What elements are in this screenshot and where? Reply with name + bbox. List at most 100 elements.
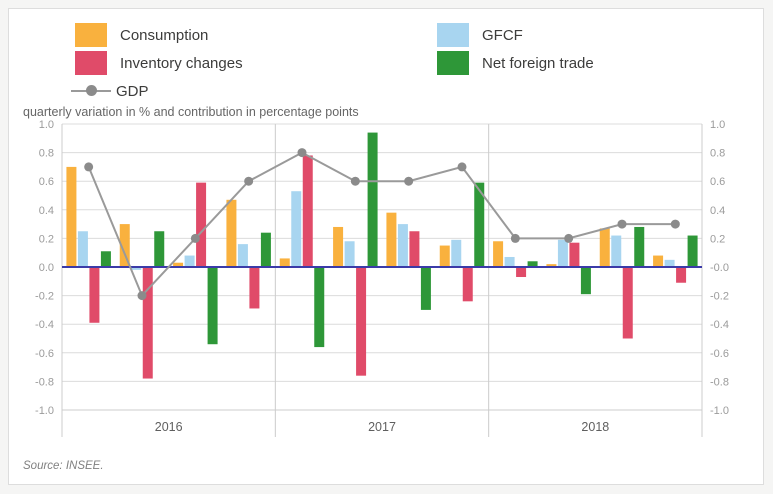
gfcf-swatch-icon [437,23,469,47]
bar-gfcf[interactable] [557,239,568,267]
y-tick-label-right: -0.6 [710,348,729,360]
bar-consumption[interactable] [119,224,130,267]
net-foreign-trade-swatch-icon [437,51,469,75]
bar-net-foreign-trade[interactable] [634,226,645,267]
legend-label: Consumption [120,26,209,44]
bar-consumption[interactable] [333,226,344,267]
bar-gfcf[interactable] [291,191,302,267]
bar-gfcf[interactable] [397,224,408,267]
legend-item-net-foreign-trade[interactable]: Net foreign trade [437,51,594,75]
y-tick-label-left: 0.8 [39,148,54,160]
bar-inventory-changes[interactable] [462,267,473,302]
legend-item-consumption[interactable]: Consumption [75,23,208,47]
x-axis-year-label: 2016 [155,420,183,434]
bar-inventory-changes[interactable] [676,267,687,283]
bar-inventory-changes[interactable] [302,155,313,267]
legend-item-gfcf[interactable]: GFCF [437,23,523,47]
gdp-point[interactable] [457,162,467,172]
bar-consumption[interactable] [173,262,184,267]
legend-label: Inventory changes [120,54,243,72]
bar-inventory-changes[interactable] [622,267,633,339]
bar-net-foreign-trade[interactable] [474,182,485,267]
bar-net-foreign-trade[interactable] [100,251,111,267]
consumption-swatch-icon [75,23,107,47]
gdp-point[interactable] [404,176,414,186]
x-axis-year-label: 2018 [581,420,609,434]
bar-inventory-changes[interactable] [516,267,527,278]
bar-net-foreign-trade[interactable] [207,267,218,345]
legend-item-gdp[interactable]: GDP [71,79,149,103]
bar-inventory-changes[interactable] [89,267,100,323]
gdp-line [87,151,676,298]
y-tick-label-right: 0.4 [710,205,725,217]
bar-consumption[interactable] [279,258,290,267]
y-tick-label-right: -1.0 [710,405,729,417]
bar-net-foreign-trade[interactable] [420,267,431,310]
bar-consumption[interactable] [599,228,610,267]
y-tick-label-left: 0.6 [39,176,54,188]
y-tick-label-right: -0.8 [710,376,729,388]
gdp-point[interactable] [510,233,520,243]
bar-gfcf[interactable] [611,235,622,267]
bar-gfcf[interactable] [184,255,195,267]
gdp-point[interactable] [617,219,627,229]
bar-net-foreign-trade[interactable] [527,261,538,267]
chart-subtitle: quarterly variation in % and contributio… [23,105,359,119]
y-tick-label-left: -0.8 [35,376,54,388]
gdp-point[interactable] [244,176,254,186]
x-axis-year-label: 2017 [368,420,396,434]
bar-gfcf[interactable] [237,244,248,267]
legend-label: GFCF [482,26,523,44]
bar-inventory-changes[interactable] [249,267,260,309]
bar-net-foreign-trade[interactable] [260,232,271,267]
gdp-point[interactable] [137,291,147,301]
bar-gfcf[interactable] [344,241,355,267]
gdp-point[interactable] [84,162,94,172]
gdp-point[interactable] [670,219,680,229]
bar-net-foreign-trade[interactable] [687,235,698,267]
bar-gfcf[interactable] [664,259,675,267]
bar-inventory-changes[interactable] [142,267,153,379]
y-tick-label-right: 0.2 [710,233,725,245]
bar-inventory-changes[interactable] [569,242,580,267]
bar-consumption[interactable] [439,245,450,267]
bar-net-foreign-trade[interactable] [580,267,591,295]
bar-consumption[interactable] [493,241,504,267]
legend-label: GDP [116,82,149,100]
bar-gfcf[interactable] [451,239,462,267]
gdp-point[interactable] [564,233,574,243]
bar-inventory-changes[interactable] [196,182,207,267]
y-tick-label-right: -0.2 [710,291,729,303]
y-tick-label-left: 0.0 [39,262,54,274]
gdp-point[interactable] [297,148,307,158]
bar-consumption[interactable] [386,212,397,267]
bar-consumption[interactable] [226,199,237,267]
y-tick-label-left: -1.0 [35,405,54,417]
legend-item-inventory-changes[interactable]: Inventory changes [75,51,243,75]
y-tick-label-right: 1.0 [710,119,725,131]
bar-inventory-changes[interactable] [356,267,367,376]
bar-gfcf[interactable] [77,231,88,267]
bar-net-foreign-trade[interactable] [314,267,325,348]
y-tick-label-right: 0.6 [710,176,725,188]
legend-label: Net foreign trade [482,54,594,72]
y-tick-label-left: -0.2 [35,291,54,303]
y-tick-label-right: 0.8 [710,148,725,160]
gdp-line-icon [71,79,111,103]
y-tick-label-right: -0.4 [710,319,729,331]
bar-consumption[interactable] [653,255,664,267]
gdp-point[interactable] [350,176,360,186]
bar-consumption[interactable] [546,264,557,267]
bar-net-foreign-trade[interactable] [367,132,378,267]
y-tick-label-left: 1.0 [39,119,54,131]
bar-consumption[interactable] [66,166,77,267]
bar-inventory-changes[interactable] [409,231,420,267]
bar-gfcf[interactable] [504,256,515,267]
y-tick-label-left: 0.2 [39,233,54,245]
source-caption: Source: INSEE. [23,460,104,472]
y-tick-label-left: -0.6 [35,348,54,360]
inventory-changes-swatch-icon [75,51,107,75]
gdp-point[interactable] [190,233,200,243]
bar-net-foreign-trade[interactable] [154,231,165,267]
bar-gfcf[interactable] [131,267,142,270]
